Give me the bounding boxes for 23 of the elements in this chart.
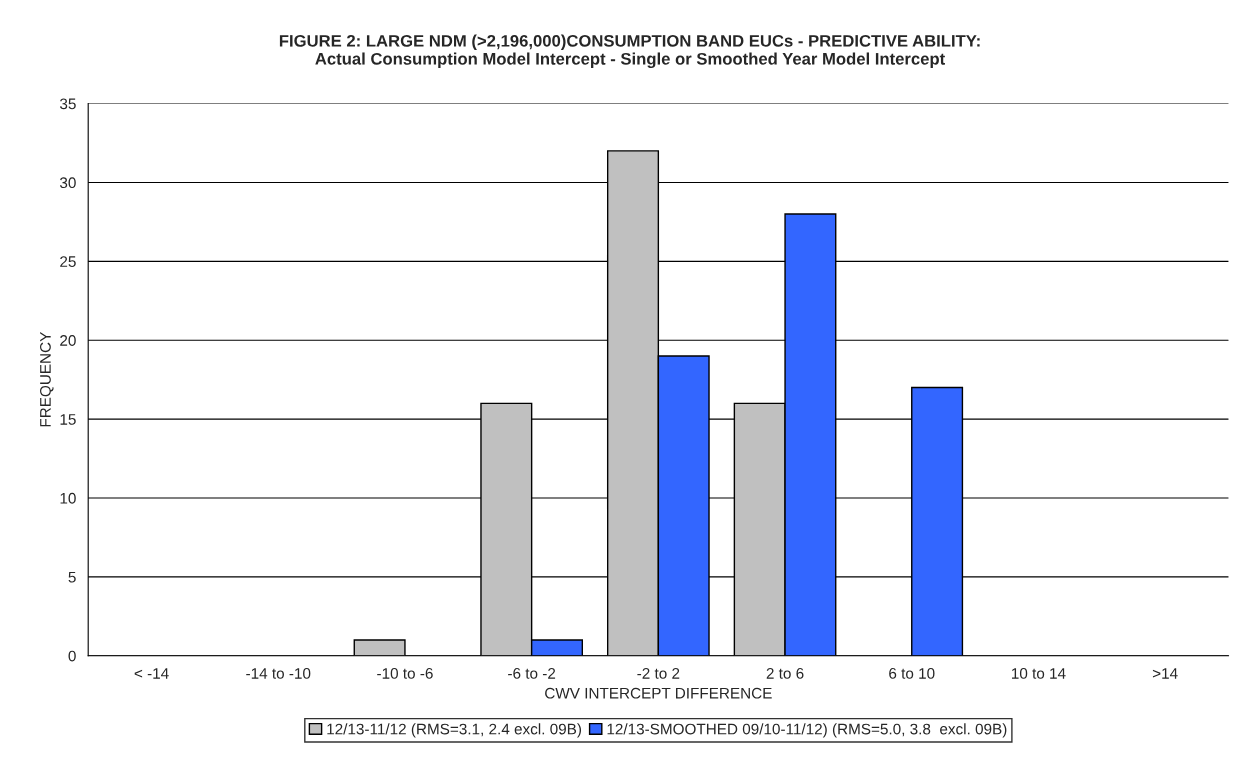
y-axis-title: FREQUENCY — [40, 332, 54, 427]
bar — [353, 639, 406, 656]
x-tick-label: -14 to -10 — [246, 667, 311, 679]
y-tick-label: 25 — [60, 256, 76, 268]
y-tick-label: 20 — [60, 335, 76, 346]
chart-title: FIGURE 2: LARGE NDM (>2,196,000)CONSUMPTION BAND EUCs - PREDICTIVE ABILITY: Actual Consumption Model Intercept - Single or Smoothed Year Model Intercept — [279, 34, 980, 69]
x-axis-title: CWV INTERCEPT DIFFERENCE — [545, 687, 772, 699]
y-tick-label: 35 — [59, 98, 76, 110]
x-tick-label: -2 to 2 — [637, 667, 680, 679]
x-tick-label: -10 to -6 — [377, 667, 433, 679]
y-tick-label: 15 — [60, 414, 76, 425]
x-tick-label: >14 — [1152, 668, 1178, 679]
y-tick-label: 30 — [59, 177, 76, 189]
x-tick-label: 6 to 10 — [889, 667, 935, 679]
x-tick-label: 2 to 6 — [766, 667, 804, 679]
legend-label: 12/13-SMOOTHED 09/10-11/12) (RMS=5.0, 3.8 excl. 09B) — [607, 723, 1007, 738]
y-tick-label: 5 — [68, 571, 76, 583]
x-tick-label: 10 to 14 — [1012, 667, 1066, 679]
y-tick-label: 0 — [68, 650, 76, 662]
y-tick-label: 10 — [60, 492, 76, 504]
x-tick-label: < -14 — [134, 668, 169, 679]
legend-label: 12/13-11/12 (RMS=3.1, 2.4 excl. 09B) — [327, 723, 582, 738]
x-tick-label: -6 to -2 — [508, 667, 556, 679]
